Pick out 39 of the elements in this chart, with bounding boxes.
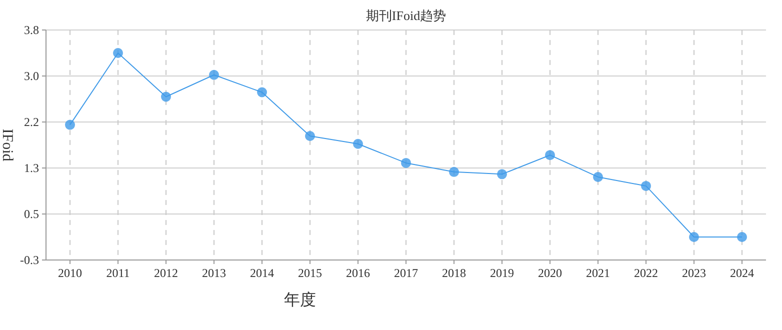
point [497, 169, 507, 180]
x-tick-label: 2011 [106, 266, 130, 280]
y-tick-label: 2.2 [24, 115, 39, 130]
point [737, 232, 747, 242]
point [401, 158, 411, 168]
point [689, 232, 699, 242]
y-tick-label: -0.3 [20, 253, 39, 268]
x-axis-title: 年度 [284, 291, 316, 309]
x-tick-label: 2022 [634, 266, 658, 280]
y-tick-label: 1.3 [24, 161, 39, 176]
y-tick-label: 0.5 [24, 207, 39, 222]
x-tick-label: 2023 [682, 266, 706, 280]
point [641, 180, 651, 191]
x-tick-label: 2013 [202, 266, 226, 280]
x-tick-label: 2016 [346, 266, 370, 280]
x-tick-label: 2015 [298, 266, 322, 280]
x-tick-label: 2019 [490, 266, 514, 280]
point [305, 131, 315, 142]
x-tick-label: 2020 [538, 266, 562, 280]
y-tick-label: 3.0 [24, 69, 39, 84]
point [65, 120, 75, 130]
x-tick-label: 2024 [730, 266, 754, 280]
y-tick-label: 3.8 [24, 23, 39, 38]
x-tick-label: 2014 [250, 266, 274, 280]
x-tick-label: 2012 [154, 266, 178, 280]
x-tick-label: 2021 [586, 266, 610, 280]
chart-title: 期刊IFoid趋势 [366, 8, 446, 23]
point [449, 166, 459, 177]
point [257, 87, 267, 98]
point [113, 48, 123, 58]
point [545, 150, 555, 160]
point [353, 138, 363, 149]
point [593, 172, 603, 182]
x-tick-label: 2010 [58, 266, 82, 280]
x-tick-label: 2018 [442, 266, 466, 280]
point [161, 92, 171, 102]
x-tick-label: 2017 [394, 266, 418, 280]
y-axis-title: IFoid [0, 128, 15, 162]
point [209, 70, 219, 80]
